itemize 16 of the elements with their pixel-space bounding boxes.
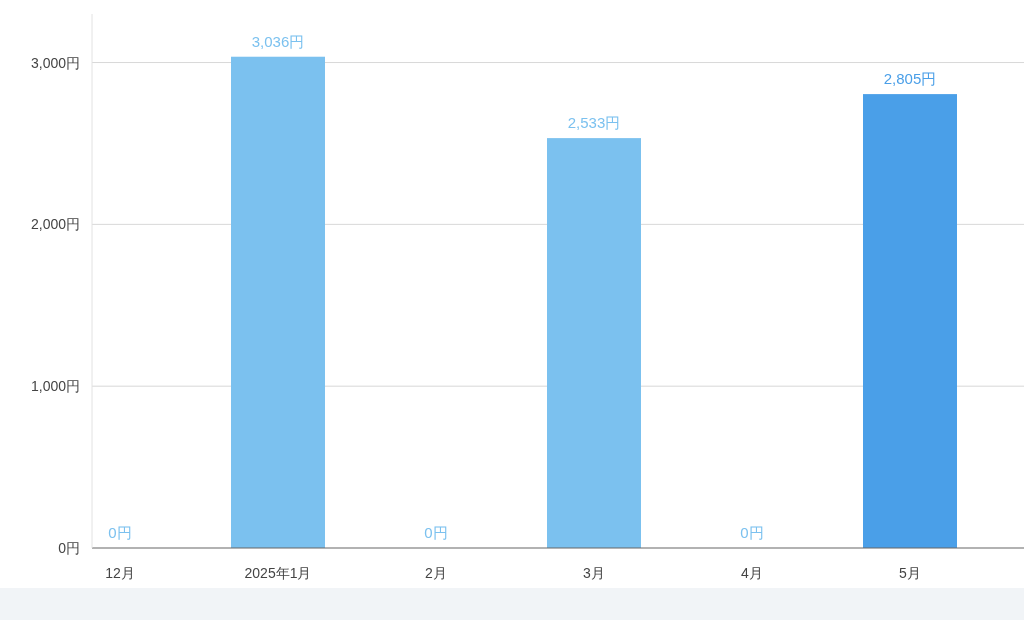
data-label: 2,533円 [567, 114, 621, 132]
data-label: 0円 [740, 524, 764, 541]
data-label: 3,036円 [251, 32, 305, 50]
data-label: 0円 [424, 524, 448, 541]
x-tick-label: 3月 [583, 565, 605, 581]
x-tick-label: 2025年1月 [244, 565, 312, 581]
x-tick-label: 12月 [105, 565, 135, 581]
y-tick-label: 1,000円 [30, 378, 80, 395]
x-tick-label: 2月 [425, 565, 447, 581]
data-label: 0円 [108, 524, 132, 541]
y-tick-label: 0円 [58, 540, 80, 556]
x-tick-label: 5月 [899, 565, 921, 581]
y-tick-label: 3,000円 [30, 54, 80, 71]
y-tick-label: 2,000円 [30, 216, 80, 233]
x-tick-label: 4月 [741, 565, 763, 581]
data-label: 2,805円 [883, 70, 937, 88]
